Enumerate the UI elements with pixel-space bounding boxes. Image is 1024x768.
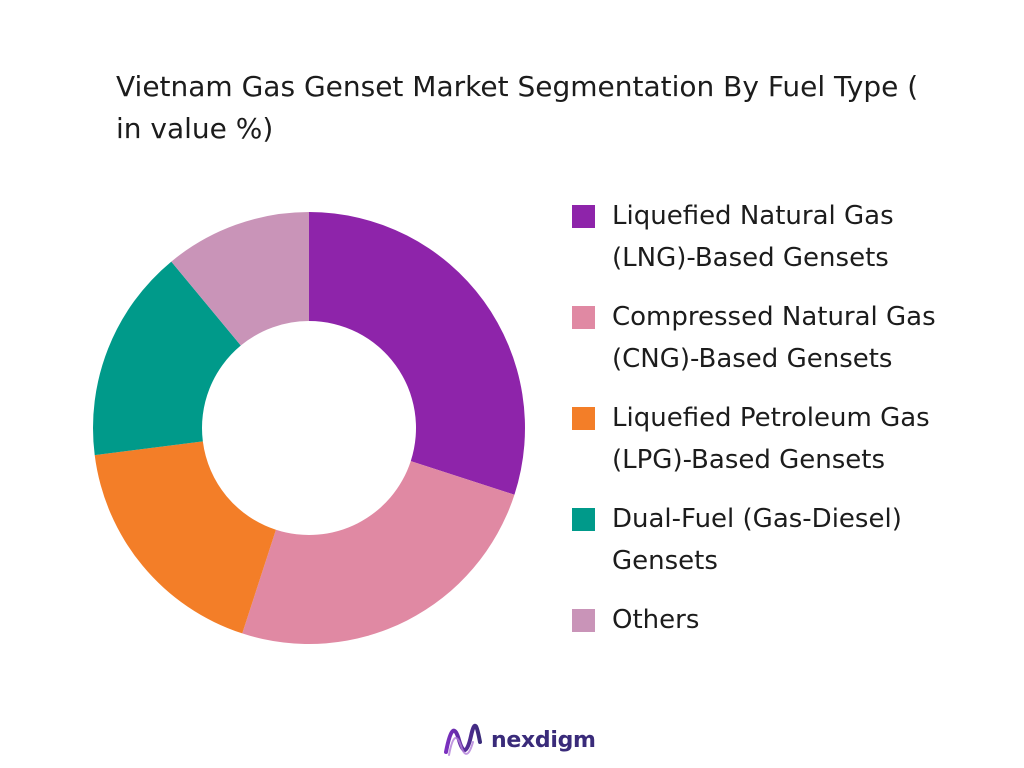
legend-swatch bbox=[572, 609, 595, 632]
legend-item-2: Compressed Natural Gas (CNG)-Based Gense… bbox=[572, 296, 1012, 380]
legend-item-4: Dual-Fuel (Gas-Diesel) Gensets bbox=[572, 498, 1012, 582]
nexdigm-wave-logo-icon bbox=[444, 723, 482, 756]
legend-item-5: Others bbox=[572, 599, 1012, 641]
legend-swatch bbox=[572, 508, 595, 531]
legend-label: Liquefied Natural Gas (LNG)-Based Genset… bbox=[612, 201, 894, 273]
legend-swatch bbox=[572, 205, 595, 228]
legend-swatch bbox=[572, 306, 595, 329]
brand-name: nexdigm bbox=[491, 727, 596, 753]
legend-swatch bbox=[572, 407, 595, 430]
donut-slice-3 bbox=[94, 441, 276, 634]
donut-slice-1 bbox=[309, 212, 525, 495]
chart-title: Vietnam Gas Genset Market Segmentation B… bbox=[116, 70, 919, 145]
brand-logo: nexdigm bbox=[443, 720, 596, 760]
donut-slice-2 bbox=[242, 461, 515, 644]
legend-label: Others bbox=[612, 605, 700, 635]
legend-label: Dual-Fuel (Gas-Diesel) Gensets bbox=[612, 504, 902, 576]
chart-legend: Liquefied Natural Gas (LNG)-Based Genset… bbox=[572, 195, 1012, 658]
legend-label: Liquefied Petroleum Gas (LPG)-Based Gens… bbox=[612, 403, 930, 475]
donut-slice-4 bbox=[93, 261, 241, 456]
donut-slice-5 bbox=[171, 212, 309, 346]
legend-label: Compressed Natural Gas (CNG)-Based Gense… bbox=[612, 302, 936, 374]
legend-item-1: Liquefied Natural Gas (LNG)-Based Genset… bbox=[572, 195, 1012, 279]
legend-item-3: Liquefied Petroleum Gas (LPG)-Based Gens… bbox=[572, 397, 1012, 481]
